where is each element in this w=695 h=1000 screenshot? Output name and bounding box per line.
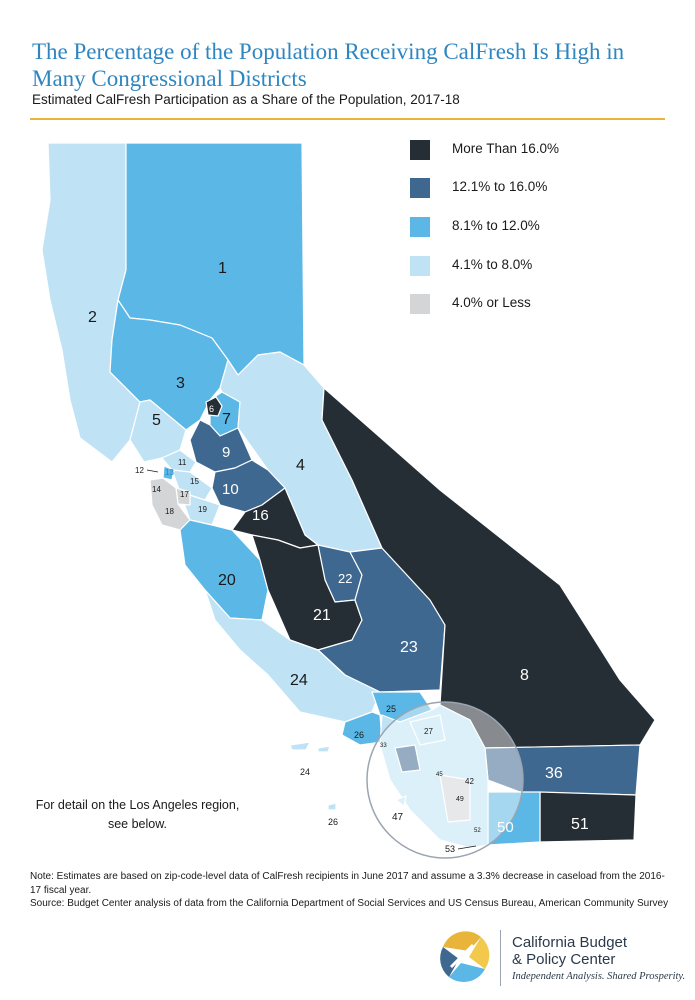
- cbpc-logo-mark: [440, 931, 490, 983]
- label-district-52: 52: [474, 828, 481, 834]
- label-district-15: 15: [190, 477, 199, 486]
- source-text: Source: Budget Center analysis of data f…: [30, 898, 669, 909]
- label-district-8: 8: [520, 667, 529, 684]
- district-45-49[interactable]: [439, 774, 471, 823]
- legend-label: 4.0% or Less: [452, 295, 531, 310]
- label-district-2: 2: [88, 309, 97, 326]
- label-district-24-islands: 24: [300, 767, 310, 777]
- label-district-16: 16: [252, 507, 269, 524]
- label-district-26-islands: 26: [328, 817, 338, 827]
- district-6[interactable]: [205, 396, 223, 417]
- label-district-42: 42: [465, 777, 474, 786]
- label-district-33: 33: [380, 743, 387, 749]
- label-district-49: 49: [456, 796, 464, 803]
- title-rule: [30, 118, 665, 120]
- legend-item-4-to-8: 4.1% to 8.0%: [410, 256, 670, 276]
- legend-item-more-than-16: More Than 16.0%: [410, 140, 670, 160]
- label-district-36: 36: [545, 765, 563, 782]
- legend-item-8-to-12: 8.1% to 12.0%: [410, 217, 670, 237]
- label-district-25: 25: [386, 704, 396, 714]
- leader-line-53: [457, 845, 477, 850]
- label-district-18: 18: [165, 507, 174, 516]
- logo-name-line-2: & Policy Center: [512, 951, 616, 968]
- label-district-51: 51: [571, 816, 589, 833]
- label-district-21: 21: [313, 607, 331, 624]
- label-district-23: 23: [400, 639, 418, 656]
- label-district-26: 26: [354, 730, 364, 740]
- label-district-17: 17: [180, 490, 189, 499]
- legend-label: 12.1% to 16.0%: [452, 179, 548, 194]
- label-district-12: 12: [135, 466, 144, 475]
- logo-divider: [500, 930, 501, 986]
- label-district-50: 50: [497, 819, 514, 836]
- label-district-3: 3: [176, 375, 185, 392]
- channel-island-3[interactable]: [327, 802, 337, 811]
- label-district-22: 22: [338, 571, 352, 586]
- note-text: Note: Estimates are based on zip-code-le…: [30, 871, 665, 896]
- legend-swatch: [410, 256, 430, 276]
- channel-island-2[interactable]: [317, 745, 331, 753]
- legend-label: 4.1% to 8.0%: [452, 257, 533, 272]
- channel-island-1[interactable]: [289, 741, 311, 751]
- legend-swatch: [410, 178, 430, 198]
- legend-swatch: [410, 217, 430, 237]
- label-district-4: 4: [296, 457, 305, 474]
- la-region-note: For detail on the Los Angeles region, se…: [35, 798, 240, 831]
- legend-swatch: [410, 140, 430, 160]
- label-district-1: 1: [218, 260, 227, 277]
- district-27[interactable]: [409, 714, 446, 746]
- label-district-47: 47: [392, 812, 404, 823]
- label-district-53: 53: [445, 844, 455, 854]
- map-title: The Percentage of the Population Receivi…: [32, 39, 625, 91]
- legend-item-4-or-less: 4.0% or Less: [410, 294, 670, 314]
- label-district-19: 19: [198, 505, 207, 514]
- label-district-20: 20: [218, 572, 236, 589]
- label-district-7: 7: [222, 411, 231, 428]
- legend-item-12-to-16: 12.1% to 16.0%: [410, 178, 670, 198]
- footnote: Note: Estimates are based on zip-code-le…: [30, 870, 670, 911]
- label-district-45: 45: [436, 772, 443, 778]
- label-district-27: 27: [424, 727, 433, 736]
- label-district-5: 5: [152, 412, 161, 429]
- label-district-10: 10: [222, 481, 239, 498]
- label-district-24: 24: [290, 672, 308, 689]
- logo-name: California Budget & Policy Center: [512, 934, 627, 968]
- legend-swatch: [410, 294, 430, 314]
- la-magnifier-circle[interactable]: [366, 701, 524, 859]
- logo-name-line-1: California Budget: [512, 934, 628, 951]
- leader-line-12: [146, 469, 159, 473]
- legend-label: More Than 16.0%: [452, 141, 560, 156]
- channel-island-4[interactable]: [395, 795, 407, 807]
- logo-tagline: Independent Analysis. Shared Prosperity.: [512, 971, 686, 982]
- la-high-districts[interactable]: [394, 744, 421, 773]
- label-district-9: 9: [222, 444, 230, 461]
- label-district-13: 13: [165, 468, 174, 477]
- label-district-14: 14: [152, 485, 161, 494]
- district-13[interactable]: [162, 465, 175, 481]
- label-district-6: 6: [209, 404, 214, 414]
- map-subtitle: Estimated CalFresh Participation as a Sh…: [32, 92, 460, 107]
- label-district-11: 11: [178, 458, 187, 467]
- district-3[interactable]: [109, 299, 229, 431]
- legend-label: 8.1% to 12.0%: [452, 218, 540, 233]
